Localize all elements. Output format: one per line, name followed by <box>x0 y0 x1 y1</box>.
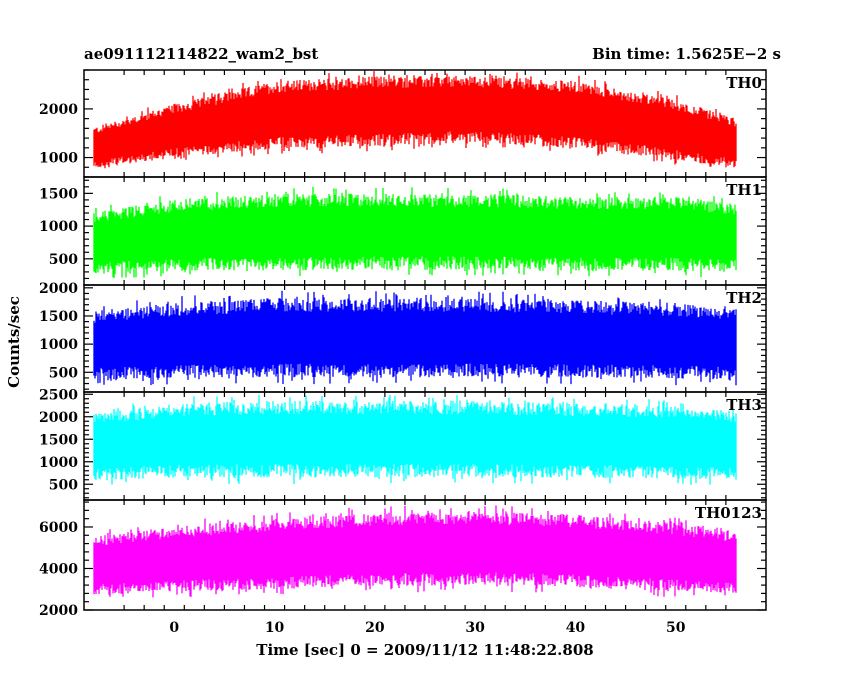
y-tick-label: 1000 <box>39 151 78 167</box>
y-tick-label: 2000 <box>39 281 78 297</box>
y-tick-label: 1000 <box>39 455 78 471</box>
y-tick-label: 1000 <box>39 219 78 235</box>
y-tick-label: 2500 <box>39 387 78 403</box>
panel-label: TH1 <box>726 181 762 199</box>
series-th0 <box>93 71 737 169</box>
y-tick-label: 1500 <box>39 309 78 325</box>
y-tick-label: 2000 <box>39 410 78 426</box>
panel-label: TH2 <box>726 289 762 307</box>
panel-th0: 1000 2000 TH0 <box>39 69 767 178</box>
series-th1 <box>93 186 737 278</box>
x-axis-label: Time [sec] 0 = 2009/11/12 11:48:22.808 <box>256 641 593 659</box>
series-th3 <box>93 394 737 485</box>
y-tick-label: 6000 <box>39 520 78 536</box>
panel-th3: 500 1000 1500 2000 2500 TH3 <box>39 387 767 501</box>
x-tick-label: 10 <box>265 620 285 636</box>
panel-label: TH0123 <box>695 504 762 522</box>
y-tick-label: 500 <box>49 365 78 381</box>
x-tick-label: 20 <box>365 620 385 636</box>
y-tick-label: 1500 <box>39 432 78 448</box>
series-th2 <box>93 290 737 386</box>
y-tick-label: 2000 <box>39 102 78 118</box>
x-tick-label: 50 <box>666 620 686 636</box>
panel-th1: 500 1000 1500 TH1 <box>39 176 767 286</box>
y-tick-label: 1500 <box>39 186 78 202</box>
y-tick-label: 500 <box>49 252 78 268</box>
y-axis-label: Counts/sec <box>5 296 23 388</box>
panel-th0123: 2000 4000 6000 TH0123 <box>39 499 767 619</box>
chart-title-right: Bin time: 1.5625E−2 s <box>592 45 781 63</box>
x-tick-label: 40 <box>566 620 586 636</box>
panel-th2: 500 1000 1500 2000 TH2 <box>39 281 767 393</box>
y-tick-label: 2000 <box>39 603 78 619</box>
panel-label: TH0 <box>726 74 762 92</box>
chart-title-left: ae091112114822_wam2_bst <box>84 45 318 63</box>
y-tick-label: 500 <box>49 477 78 493</box>
panel-label: TH3 <box>726 396 762 414</box>
y-tick-label: 4000 <box>39 561 78 577</box>
x-tick-label: 0 <box>169 620 179 636</box>
series-th0123 <box>93 505 737 598</box>
x-tick-label: 30 <box>465 620 485 636</box>
y-tick-label: 1000 <box>39 337 78 353</box>
